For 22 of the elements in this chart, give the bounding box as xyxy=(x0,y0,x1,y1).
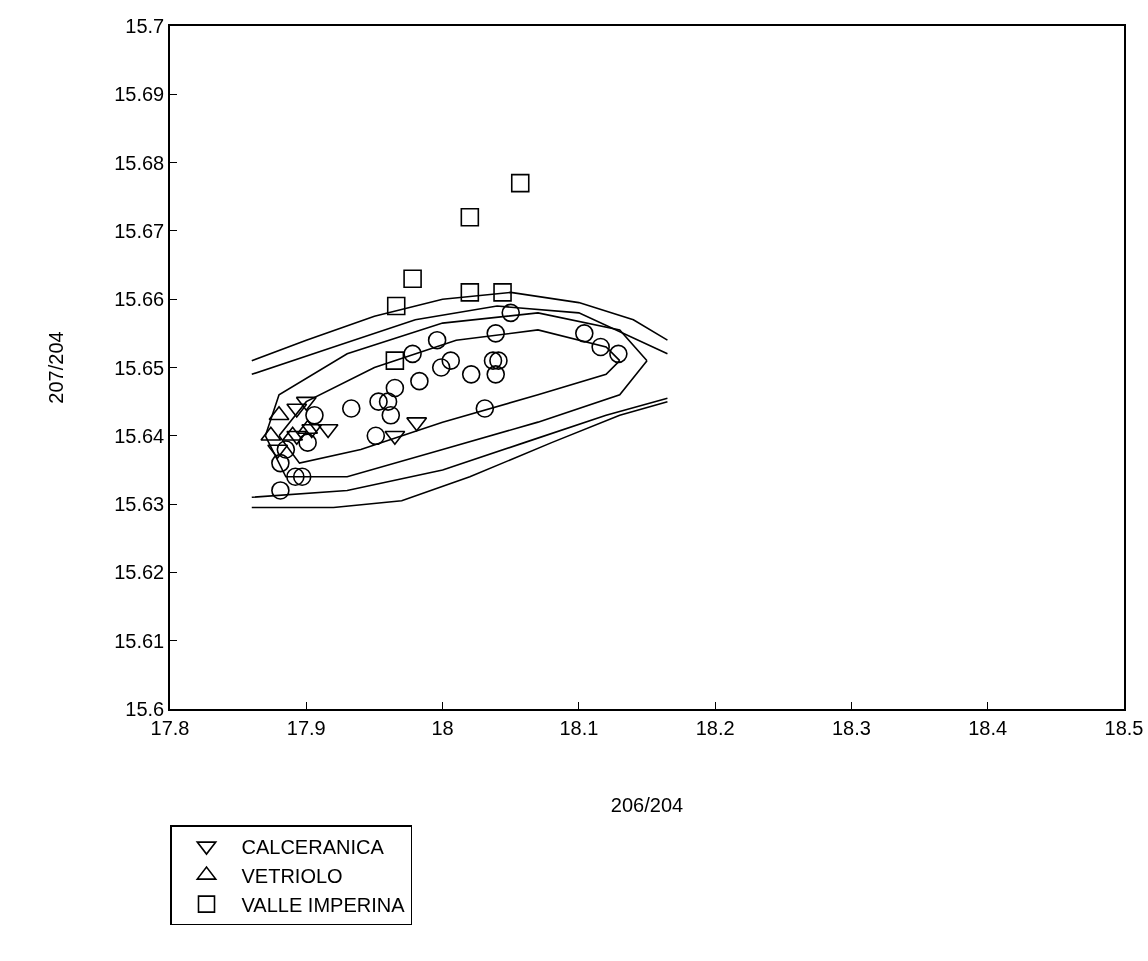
x-tick-label: 18.5 xyxy=(1104,716,1144,739)
y-axis-title: 207/204 xyxy=(45,331,68,404)
y-tick-label: 15.69 xyxy=(114,83,165,106)
y-tick-label: 15.67 xyxy=(114,219,165,242)
y-tick-label: 15.65 xyxy=(114,356,165,379)
x-axis-title: 206/204 xyxy=(610,793,684,816)
x-tick-label: 17.9 xyxy=(286,716,326,739)
y-tick-label: 15.62 xyxy=(114,561,165,584)
x-tick-label: 18 xyxy=(431,716,454,739)
y-tick-label: 15.61 xyxy=(114,629,165,652)
y-tick-label: 15.68 xyxy=(114,151,165,174)
y-tick-label: 15.66 xyxy=(114,288,165,311)
x-tick-label: 18.2 xyxy=(695,716,735,739)
legend-label: CALCERANICA xyxy=(241,835,385,858)
x-tick-label: 18.1 xyxy=(559,716,599,739)
y-tick-label: 15.7 xyxy=(125,15,165,37)
x-tick-label: 18.4 xyxy=(968,716,1008,739)
legend-label: VETRIOLO xyxy=(241,864,343,887)
legend-label: VALLE IMPERINA xyxy=(241,893,406,916)
y-tick-label: 15.63 xyxy=(114,493,165,516)
y-tick-label: 15.64 xyxy=(114,424,165,447)
x-tick-label: 18.3 xyxy=(831,716,871,739)
